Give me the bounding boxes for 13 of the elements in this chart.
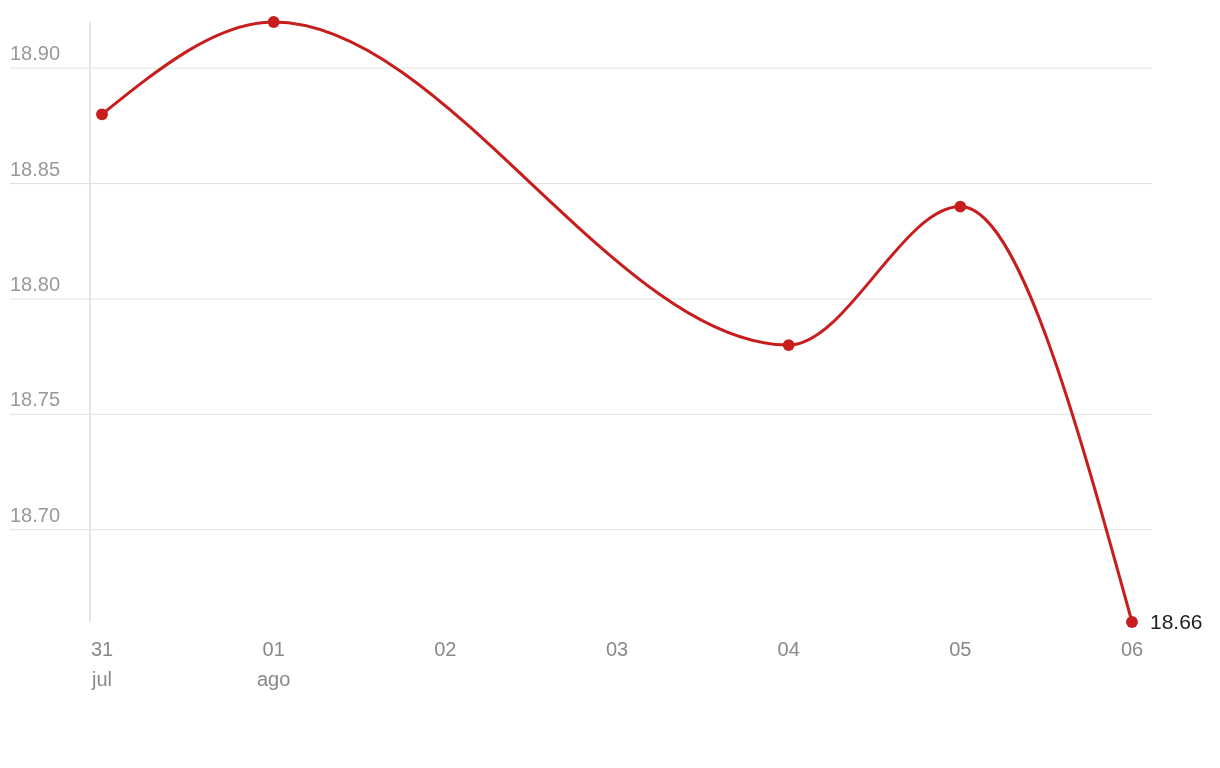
- x-tick-label: 01 ago: [256, 638, 291, 690]
- y-tick-label: 18.70: [10, 503, 61, 526]
- x-tick-label: 06: [1120, 638, 1144, 660]
- x-tick-label: 03: [605, 638, 629, 660]
- x-tick-label: 04: [777, 638, 800, 660]
- y-tick-label: 18.80: [10, 272, 61, 295]
- x-tick-label: 31 jul: [90, 638, 114, 690]
- y-tick-label: 18.85: [10, 157, 61, 180]
- x-tick-label: 05: [949, 638, 972, 660]
- x-tick-label: 02: [434, 638, 457, 660]
- data-label: 18.66: [1150, 610, 1203, 634]
- y-tick-label: 18.90: [10, 42, 61, 65]
- y-tick-label: 18.75: [10, 388, 61, 411]
